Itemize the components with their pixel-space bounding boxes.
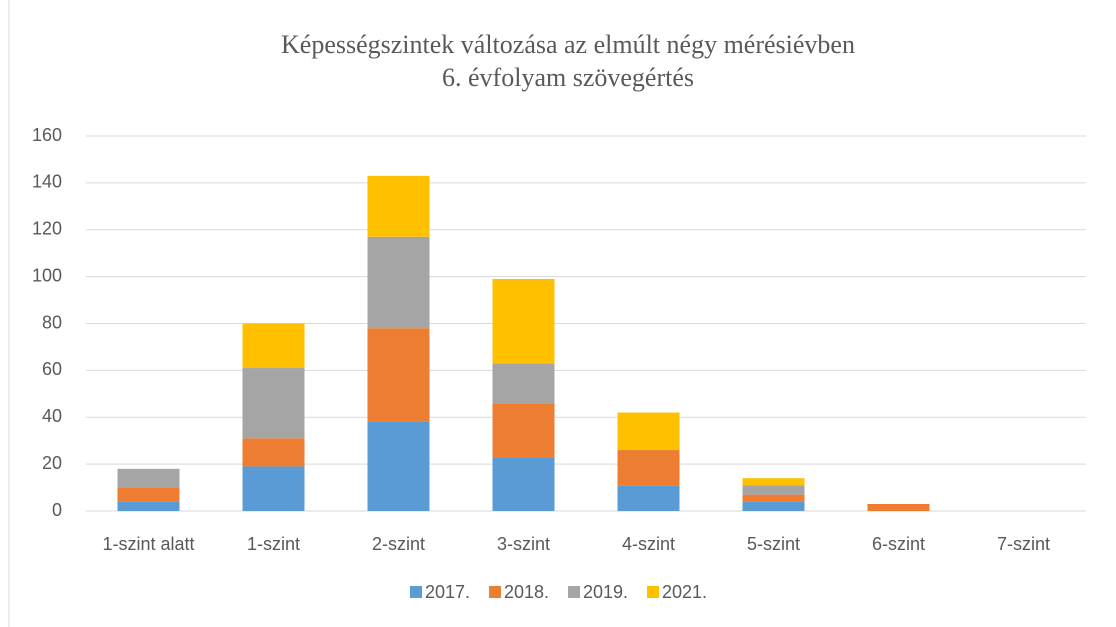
bar-segment — [742, 494, 805, 502]
legend-label: 2021. — [662, 582, 707, 602]
y-tick-label: 80 — [42, 312, 62, 332]
bar-segment — [742, 478, 805, 486]
bar-segment — [367, 328, 430, 422]
bar-segment — [742, 485, 805, 495]
chart-title: Képességszintek változása az elmúlt négy… — [281, 30, 855, 59]
legend-label: 2018. — [504, 582, 549, 602]
bar-segment — [867, 503, 930, 511]
y-tick-label: 40 — [42, 406, 62, 426]
x-tick-label: 4-szint — [622, 534, 675, 554]
x-tick-label: 2-szint — [372, 534, 425, 554]
y-tick-label: 160 — [32, 125, 62, 145]
chart-border — [8, 0, 1116, 627]
legend-swatch — [410, 586, 422, 598]
y-tick-label: 120 — [32, 219, 62, 239]
legend-swatch — [568, 586, 580, 598]
bar-segment — [742, 501, 805, 511]
bar-segment — [617, 412, 680, 451]
bar-segment — [617, 450, 680, 486]
bar-segment — [242, 323, 305, 369]
legend-label: 2019. — [583, 582, 628, 602]
x-tick-label: 3-szint — [497, 534, 550, 554]
y-tick-label: 140 — [32, 172, 62, 192]
bar-segment — [242, 368, 305, 439]
bar-segment — [117, 501, 180, 511]
bar-segment — [242, 466, 305, 511]
bar-segment — [367, 236, 430, 329]
bar-segment — [242, 438, 305, 467]
y-tick-label: 60 — [42, 359, 62, 379]
bar-segment — [117, 468, 180, 488]
x-tick-label: 6-szint — [872, 534, 925, 554]
x-tick-label: 1-szint alatt — [102, 534, 194, 554]
chart-subtitle: 6. évfolyam szövegértés — [442, 63, 694, 92]
legend-label: 2017. — [425, 582, 470, 602]
y-tick-label: 20 — [42, 453, 62, 473]
bar-segment — [617, 485, 680, 511]
bar-segment — [367, 175, 430, 237]
bar-segment — [492, 363, 555, 404]
bar-segment — [492, 457, 555, 511]
y-tick-label: 100 — [32, 265, 62, 285]
bar-segment — [117, 487, 180, 502]
legend-swatch — [647, 586, 659, 598]
x-tick-label: 7-szint — [997, 534, 1050, 554]
bar-segment — [492, 278, 555, 364]
bar-segment — [367, 421, 430, 511]
x-tick-label: 5-szint — [747, 534, 800, 554]
bar-segment — [492, 403, 555, 458]
legend-swatch — [489, 586, 501, 598]
y-tick-label: 0 — [52, 500, 62, 520]
x-tick-label: 1-szint — [247, 534, 300, 554]
